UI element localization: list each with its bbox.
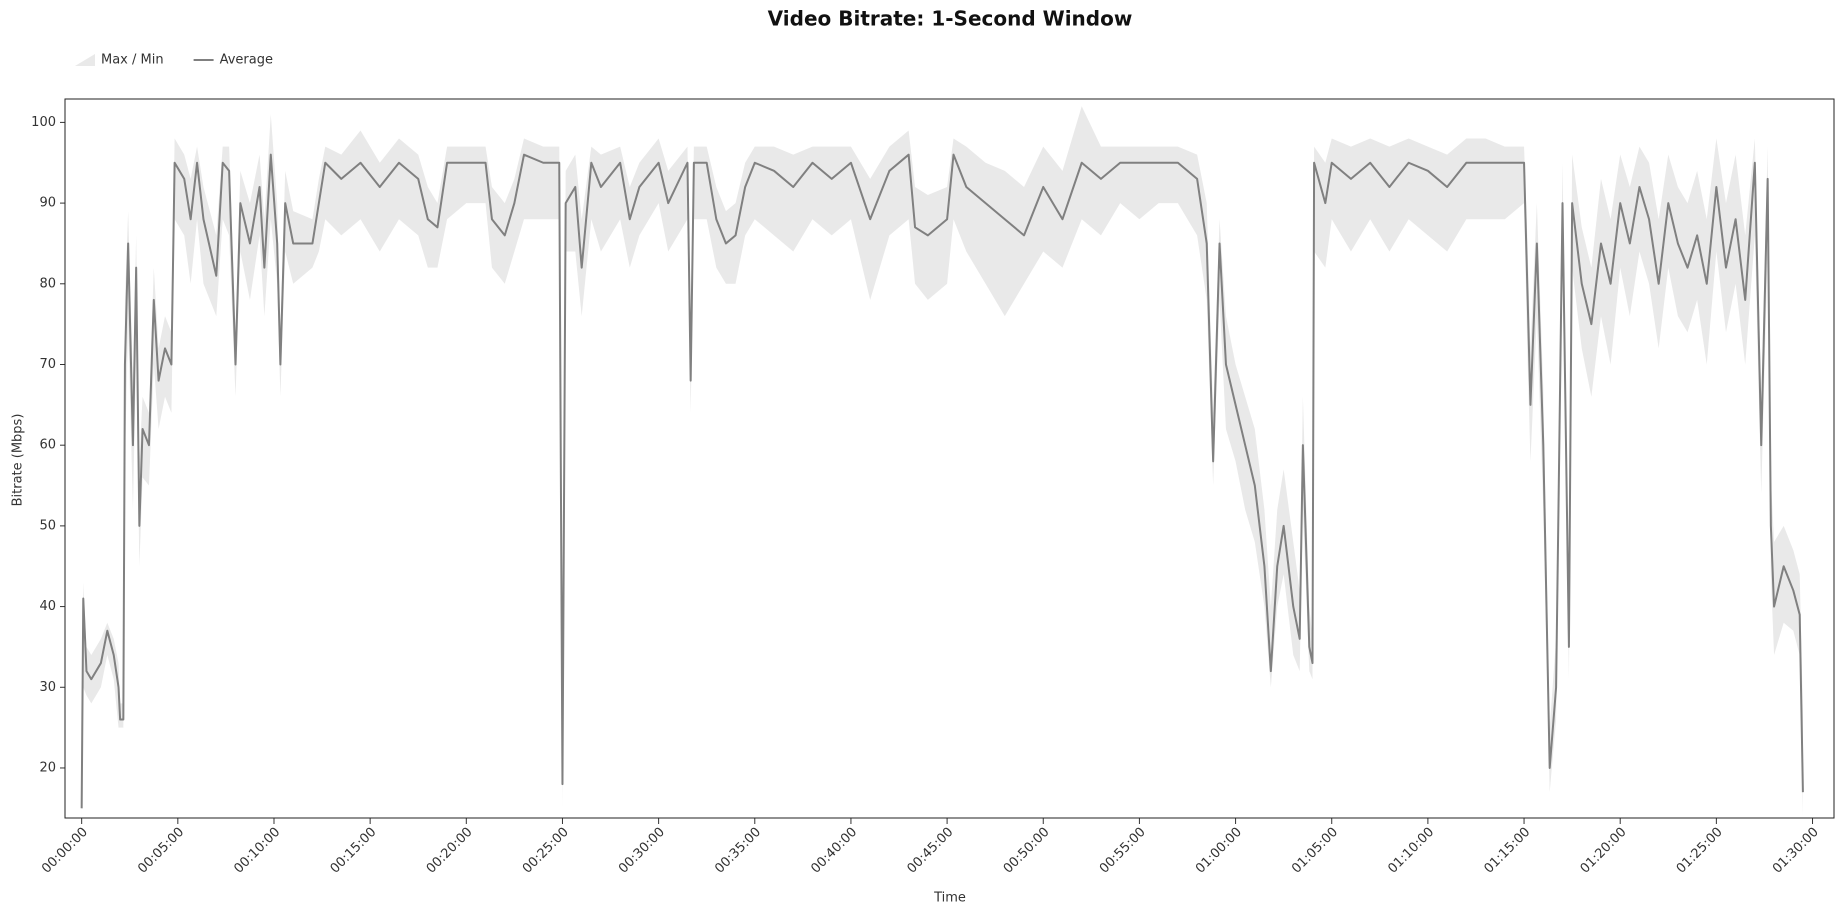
x-tick-label: 01:10:00 <box>1385 825 1437 877</box>
x-tick-label: 00:30:00 <box>616 825 668 877</box>
chart-title: Video Bitrate: 1-Second Window <box>768 7 1133 31</box>
y-tick-label: 20 <box>39 760 56 775</box>
x-tick-label: 00:00:00 <box>39 825 91 877</box>
x-tick-label: 01:15:00 <box>1481 825 1533 877</box>
x-tick-label: 01:20:00 <box>1578 825 1630 877</box>
plot-frame <box>64 98 1835 819</box>
x-tick-label: 00:40:00 <box>808 825 860 877</box>
x-axis-label: Time <box>933 891 966 906</box>
legend-label: Max / Min <box>101 53 164 68</box>
y-tick-label: 60 <box>39 438 56 453</box>
legend-label: Average <box>220 53 273 68</box>
x-tick-label: 00:20:00 <box>424 825 476 877</box>
x-tick-label: 01:00:00 <box>1193 825 1245 877</box>
x-tick-label: 00:55:00 <box>1097 825 1149 877</box>
y-tick-label: 100 <box>31 115 56 130</box>
y-tick-label: 80 <box>39 276 56 291</box>
y-tick-label: 40 <box>39 599 56 614</box>
x-tick-label: 00:05:00 <box>135 825 187 877</box>
average-line <box>80 153 1804 809</box>
x-tick-label: 00:45:00 <box>905 825 957 877</box>
x-tick-label: 01:05:00 <box>1289 825 1341 877</box>
x-tick-label: 00:10:00 <box>231 825 283 877</box>
y-tick-label: 90 <box>39 196 56 211</box>
x-tick-label: 00:50:00 <box>1001 825 1053 877</box>
y-axis-label: Bitrate (Mbps) <box>11 414 26 507</box>
y-tick-label: 30 <box>39 680 56 695</box>
y-tick-label: 50 <box>39 518 56 533</box>
x-tick-label: 00:25:00 <box>520 825 572 877</box>
range-band <box>81 106 1803 817</box>
x-tick-label: 01:30:00 <box>1770 825 1822 877</box>
legend-swatch <box>75 54 95 66</box>
x-tick-label: 00:15:00 <box>328 825 380 877</box>
y-tick-label: 70 <box>39 357 56 372</box>
x-tick-label: 01:25:00 <box>1674 825 1726 877</box>
x-tick-label: 00:35:00 <box>712 825 764 877</box>
